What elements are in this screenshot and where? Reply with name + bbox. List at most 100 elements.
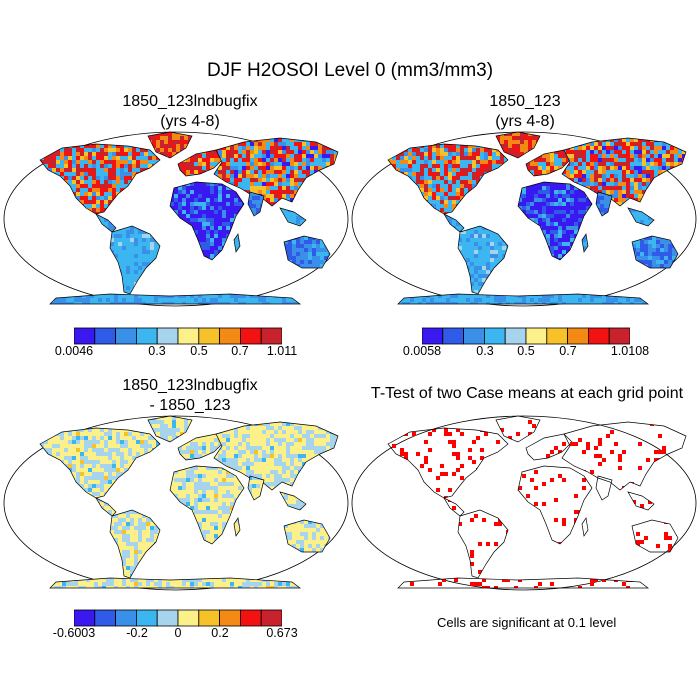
- coastline-greenland: [495, 131, 541, 159]
- coastline-asia: [213, 137, 339, 207]
- colorbar-swatch: [608, 327, 630, 345]
- colorbar-1-labels: 0.0046 0.3 0.5 0.7 1.011: [55, 344, 297, 360]
- colorbar-swatch: [260, 609, 282, 627]
- figure-title: DJF H2OSOI Level 0 (mm3/mm3): [206, 60, 494, 81]
- cb2-label: 0.0058: [402, 344, 442, 358]
- colorbar-swatch: [504, 327, 527, 345]
- coastline-australia: [631, 519, 679, 553]
- coastline-seAsia: [627, 491, 655, 511]
- colorbar-swatch: [74, 609, 96, 627]
- map-panel-4: [351, 415, 697, 591]
- coastline-africa: [169, 181, 245, 261]
- colorbar-swatch: [422, 327, 444, 345]
- panel-2-title: 1850_123 (yrs 4-8): [365, 92, 685, 132]
- colorbar-swatch: [177, 609, 200, 627]
- panel-1-title: 1850_123lndbugfix (yrs 4-8): [30, 92, 350, 132]
- coastline-europe: [177, 433, 225, 461]
- coastline-seAsia: [279, 491, 307, 511]
- colorbar-swatch: [136, 327, 158, 345]
- coastline-australia: [283, 519, 331, 553]
- significance-note: Cells are significant at 0.1 level: [437, 615, 617, 630]
- colorbar-swatch: [525, 327, 548, 345]
- colorbar-swatch: [115, 327, 137, 345]
- land-antarctica: [50, 294, 300, 304]
- coastline-madagascar: [581, 517, 589, 537]
- cb3-label: 0.673: [266, 626, 298, 640]
- cb2-label: 0.3: [476, 344, 494, 358]
- cb2-label: 0.5: [517, 344, 535, 358]
- colorbar-swatch: [442, 327, 464, 345]
- coastline-centralAmerica: [443, 213, 465, 233]
- coastline-australia: [283, 235, 331, 269]
- colorbar-swatch: [484, 327, 506, 345]
- coastline-europe: [525, 433, 573, 461]
- panel-1-title-line-2: (yrs 4-8): [160, 113, 220, 130]
- panel-3-title-line-1: 1850_123lndbugfix: [122, 377, 258, 394]
- coastline-asia: [561, 421, 687, 491]
- coastline-northAmerica: [387, 427, 509, 499]
- map-panel-2: [351, 131, 697, 307]
- coastline-centralAmerica: [443, 497, 465, 517]
- cb2-label: 1.0108: [610, 344, 650, 358]
- colorbar-swatch: [74, 327, 96, 345]
- coastline-antarctica: [49, 293, 302, 305]
- colorbar-3: [74, 609, 282, 627]
- colorbar-swatch: [94, 327, 116, 345]
- colorbar-swatch: [260, 327, 282, 345]
- colorbar-swatch: [136, 609, 158, 627]
- map-panel-1: [3, 131, 349, 307]
- coastline-northAmerica: [387, 143, 509, 215]
- colorbar-3-labels: -0.6003 -0.2 0 0.2 0.673: [53, 626, 298, 642]
- coastline-northAmerica: [39, 427, 161, 499]
- coastline-greenland: [147, 415, 193, 443]
- colorbar-swatch: [546, 327, 569, 345]
- cb3-label: -0.6003: [52, 626, 96, 640]
- coastline-seAsia: [279, 207, 307, 227]
- coastline-europe: [525, 149, 573, 177]
- cb1-label: 0.7: [231, 344, 249, 358]
- coastline-europe: [177, 149, 225, 177]
- panel-4-title-line-1: T-Test of two Case means at each grid po…: [370, 385, 684, 402]
- colorbar-swatch: [198, 609, 221, 627]
- cb3-label: 0: [174, 626, 182, 640]
- coastline-centralAmerica: [95, 497, 117, 517]
- cb1-label: 0.5: [190, 344, 208, 358]
- coastline-africa: [169, 465, 245, 545]
- map-panel-3: [3, 415, 349, 591]
- coastline-southAmerica: [109, 509, 161, 579]
- coastline-northAmerica: [39, 143, 161, 215]
- cb3-label: -0.2: [126, 626, 148, 640]
- colorbar-swatch: [239, 327, 262, 345]
- cb2-label: 0.7: [559, 344, 577, 358]
- colorbar-1: [74, 327, 282, 345]
- coastline-india: [595, 475, 613, 501]
- panel-2-title-line-1: 1850_123: [489, 93, 561, 110]
- colorbar-swatch: [115, 609, 137, 627]
- coastline-southAmerica: [109, 225, 161, 295]
- colorbar-swatch: [463, 327, 485, 345]
- colorbar-swatch: [198, 327, 221, 345]
- coastline-india: [247, 191, 265, 217]
- colorbar-swatch: [156, 609, 179, 627]
- coastline-antarctica: [397, 577, 650, 589]
- coastline-antarctica: [397, 293, 650, 305]
- land-greenland: [500, 420, 536, 440]
- panel-2-title-line-2: (yrs 4-8): [495, 113, 555, 130]
- coastline-centralAmerica: [95, 213, 117, 233]
- colorbar-swatch: [177, 327, 200, 345]
- coastline-southAmerica: [457, 225, 509, 295]
- colorbar-swatch: [219, 327, 241, 345]
- panel-3-title-line-2: - 1850_123: [149, 397, 231, 414]
- cb1-label: 0.3: [148, 344, 166, 358]
- coastline-india: [595, 191, 613, 217]
- panel-1-title-line-1: 1850_123lndbugfix: [122, 93, 258, 110]
- coastline-seAsia: [627, 207, 655, 227]
- coastline-madagascar: [233, 517, 241, 537]
- colorbar-2-labels: 0.0058 0.3 0.5 0.7 1.0108: [403, 344, 649, 360]
- coastline-africa: [517, 181, 593, 261]
- panel-3-title: 1850_123lndbugfix - 1850_123: [30, 376, 350, 416]
- colorbar-swatch: [587, 327, 610, 345]
- coastline-madagascar: [233, 233, 241, 253]
- colorbar-swatch: [94, 609, 116, 627]
- panel-4-title: T-Test of two Case means at each grid po…: [352, 384, 700, 404]
